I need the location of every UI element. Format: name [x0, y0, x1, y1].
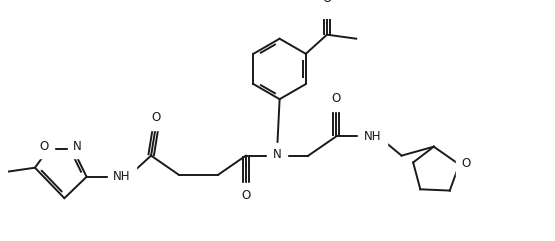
Text: O: O — [39, 140, 48, 153]
Text: O: O — [331, 92, 341, 105]
Text: O: O — [322, 0, 331, 5]
Text: N: N — [73, 140, 82, 153]
Text: O: O — [152, 111, 161, 124]
Text: O: O — [241, 189, 250, 202]
Text: N: N — [273, 148, 281, 161]
Text: NH: NH — [113, 170, 131, 183]
Text: NH: NH — [364, 130, 381, 143]
Text: O: O — [461, 157, 471, 170]
